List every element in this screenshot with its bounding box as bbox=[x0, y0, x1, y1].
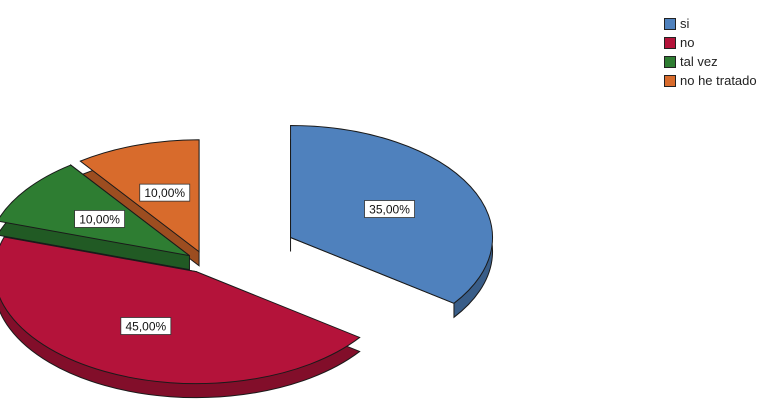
legend-swatch-no bbox=[664, 36, 676, 49]
legend-item-no-he-tratado: no he tratado bbox=[664, 71, 757, 90]
pie-slice-si bbox=[290, 124, 494, 319]
data-label-no: 45,00% bbox=[120, 317, 172, 335]
legend: si no tal vez no he tratado bbox=[664, 14, 757, 90]
legend-swatch-si bbox=[664, 17, 676, 30]
pie-slices bbox=[0, 124, 494, 399]
legend-item-no: no bbox=[664, 33, 757, 52]
legend-label-no: no bbox=[680, 35, 695, 50]
pie-slice-no bbox=[0, 236, 361, 399]
pie-slice-top-no bbox=[0, 236, 361, 385]
data-label-text-no: 45,00% bbox=[125, 320, 166, 334]
data-label-box-tal-vez bbox=[74, 210, 125, 228]
legend-label-si: si bbox=[680, 16, 690, 31]
data-label-box-no-he-tratado bbox=[139, 183, 191, 202]
data-label-no-he-tratado: 10,00% bbox=[139, 183, 191, 202]
legend-item-si: si bbox=[664, 14, 757, 33]
legend-label-tal-vez: tal vez bbox=[680, 54, 718, 69]
legend-label-no-he-tratado: no he tratado bbox=[680, 73, 757, 88]
legend-item-tal-vez: tal vez bbox=[664, 52, 757, 71]
data-label-si: 35,00% bbox=[364, 200, 415, 218]
data-label-tal-vez: 10,00% bbox=[74, 210, 125, 228]
data-label-text-tal-vez: 10,00% bbox=[79, 212, 120, 226]
data-label-box-no bbox=[120, 317, 172, 335]
data-label-text-no-he-tratado: 10,00% bbox=[144, 186, 185, 200]
data-label-text-si: 35,00% bbox=[369, 203, 410, 217]
data-label-box-si bbox=[364, 200, 415, 218]
data-labels: 10,00% 10,00% 35,00% 45,00% bbox=[74, 183, 415, 335]
legend-swatch-no-he-tratado bbox=[664, 74, 676, 87]
legend-swatch-tal-vez bbox=[664, 55, 676, 68]
